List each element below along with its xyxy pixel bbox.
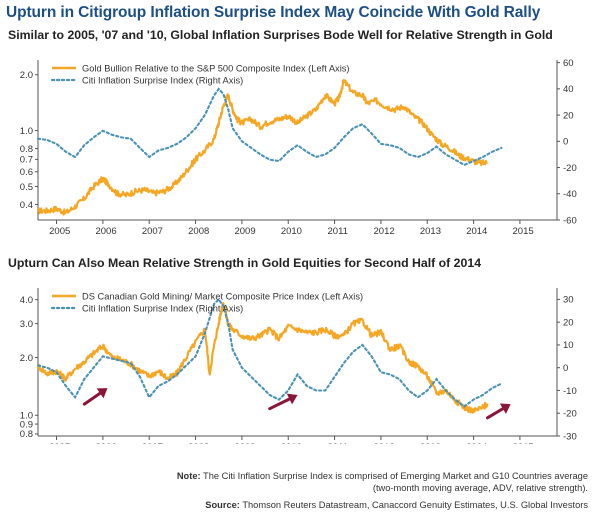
footnote-line1: Note: The Citi Inflation Surprise Index … <box>177 470 588 483</box>
right-tick-label: -40 <box>563 189 577 200</box>
x-tick-label: 2005 <box>49 442 70 444</box>
x-tick-label: 2015 <box>513 226 534 237</box>
x-tick-label: 2006 <box>95 226 116 237</box>
trend-arrow-shaft <box>268 397 291 411</box>
x-tick-label: 2008 <box>188 442 209 444</box>
trend-arrow-head <box>286 393 298 405</box>
left-tick-label: 0.5 <box>20 182 33 193</box>
x-tick-label: 2009 <box>234 226 255 237</box>
trend-arrow-shaft <box>82 391 102 406</box>
source-text: Thomson Reuters Datastream, Canaccord Ge… <box>239 500 588 510</box>
chart1-subtitle: Similar to 2005, '07 and '10, Global Inf… <box>8 28 553 42</box>
left-tick-label: 0.4 <box>20 200 33 211</box>
left-tick-label: 0.8 <box>20 144 33 155</box>
x-tick-label: 2011 <box>328 442 348 444</box>
right-tick-label: 20 <box>563 110 574 121</box>
right-tick-label: 60 <box>563 58 574 69</box>
x-tick-label: 2012 <box>374 226 395 237</box>
x-tick-label: 2009 <box>234 442 255 444</box>
left-tick-label: 3.0 <box>20 319 33 330</box>
legend-label: Citi Inflation Surprise Index (Right Axi… <box>82 75 243 85</box>
left-tick-label: 0.9 <box>20 419 33 430</box>
right-tick-label: 40 <box>563 84 574 95</box>
page-title: Upturn in Citigroup Inflation Surprise I… <box>6 4 541 21</box>
left-tick-label: 1.0 <box>20 126 33 137</box>
series-line-left-axis <box>37 79 488 216</box>
chart1-gold-vs-sp500: 0.4 0.5 0.60.70.8 1.0 2.0 -60 -40 -20 0 20 40 60 200… <box>20 58 577 237</box>
right-tick-label: 0 <box>563 137 568 148</box>
x-tick-label: 2011 <box>328 226 348 237</box>
x-tick-label: 2014 <box>466 226 487 237</box>
left-tick-label: 2.0 <box>20 70 33 81</box>
x-tick-label: 2010 <box>281 226 302 237</box>
source-line: Source: Thomson Reuters Datastream, Cana… <box>205 499 588 512</box>
x-tick-label: 2005 <box>49 226 70 237</box>
x-tick-label: 2014 <box>466 442 487 444</box>
x-tick-label: 2012 <box>374 442 395 444</box>
footnote-line2: (two-month moving average, ADV, relative… <box>372 483 588 493</box>
x-tick-label: 2007 <box>142 442 163 444</box>
right-tick-label: 10 <box>563 340 574 351</box>
x-tick-label: 2007 <box>142 226 163 237</box>
x-tick-label: 2013 <box>420 226 441 237</box>
chart2-gold-miners: 0.80.91.0 2.0 3.0 4.0 -30 -20 -10 0 10 20 30 2005 20… <box>20 288 577 444</box>
left-tick-label: 0.6 <box>20 167 33 178</box>
trend-arrow-shaft <box>485 407 505 420</box>
right-tick-label: -10 <box>563 386 577 397</box>
left-tick-label: 0.8 <box>20 429 33 440</box>
chart2-subtitle: Upturn Can Also Mean Relative Strength i… <box>8 256 482 270</box>
right-tick-label: -20 <box>563 163 577 174</box>
trend-arrow-head <box>96 388 108 399</box>
legend-label: DS Canadian Gold Mining/ Market Composit… <box>82 291 363 301</box>
right-tick-label: 20 <box>563 317 574 328</box>
right-tick-label: -60 <box>563 215 577 226</box>
right-tick-label: 30 <box>563 295 574 306</box>
right-tick-label: 0 <box>563 363 568 374</box>
right-tick-label: -20 <box>563 409 577 420</box>
left-tick-label: 2.0 <box>20 353 33 364</box>
x-tick-label: 2010 <box>281 442 302 444</box>
note-text: The Citi Inflation Surprise Index is com… <box>200 471 588 481</box>
x-tick-label: 2008 <box>188 226 209 237</box>
series-line-right-axis <box>36 87 503 167</box>
left-tick-label: 0.7 <box>20 155 33 166</box>
x-tick-label: 2015 <box>513 442 534 444</box>
legend-label: Gold Bullion Relative to the S&P 500 Com… <box>82 63 350 73</box>
legend-label: Citi Inflation Surprise Index (Right Axi… <box>82 303 243 313</box>
right-tick-label: -30 <box>563 431 577 442</box>
trend-arrow-head <box>499 403 511 414</box>
x-tick-label: 2006 <box>95 442 116 444</box>
note-label: Note: <box>176 471 201 481</box>
source-label: Source: <box>205 500 240 510</box>
left-tick-label: 1.0 <box>20 411 33 422</box>
left-tick-label: 4.0 <box>20 295 33 306</box>
series-line-right-axis <box>36 297 503 408</box>
x-tick-label: 2013 <box>420 442 441 444</box>
